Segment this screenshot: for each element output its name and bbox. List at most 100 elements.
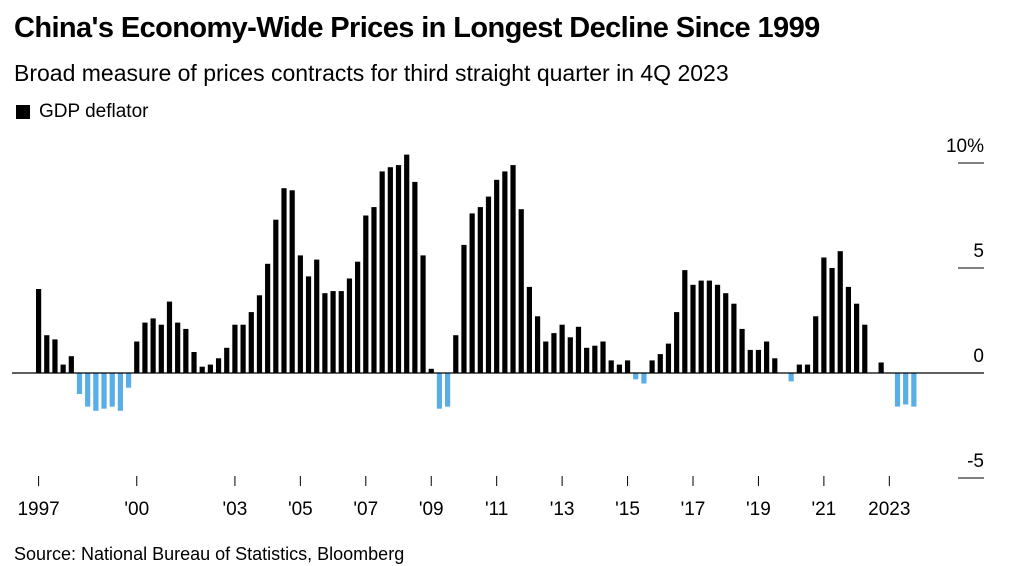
y-tick-label: 0 [973, 346, 984, 367]
bar [420, 255, 426, 373]
bar [297, 255, 303, 373]
bar [322, 293, 328, 373]
bar [878, 362, 884, 373]
bar-series [36, 154, 917, 411]
bar [125, 373, 132, 388]
bar [395, 165, 402, 373]
bar [453, 335, 459, 373]
bar [109, 373, 115, 407]
bar [584, 347, 590, 373]
bar [150, 318, 156, 373]
x-tick-label: '15 [615, 499, 640, 520]
bar [224, 347, 230, 373]
x-tick-label: '05 [288, 499, 313, 520]
bar [821, 257, 827, 373]
bar [404, 154, 410, 373]
bar [657, 354, 663, 373]
bar [436, 373, 443, 409]
x-tick-label: '09 [419, 499, 444, 520]
bar [829, 268, 835, 373]
legend-swatch [16, 105, 30, 119]
bar [142, 322, 148, 373]
bar [764, 341, 770, 373]
bar [804, 364, 811, 373]
x-tick-label: '07 [353, 499, 378, 520]
bar [338, 291, 344, 373]
bar [845, 286, 852, 373]
bar [60, 364, 66, 373]
bar [183, 328, 189, 373]
bar [273, 219, 279, 373]
bar [502, 171, 508, 373]
bar [85, 373, 91, 407]
bar [355, 261, 361, 373]
bar [52, 339, 58, 373]
bar [191, 352, 197, 373]
bar [158, 324, 164, 373]
bar [559, 324, 565, 373]
bar [314, 259, 320, 373]
bar [510, 165, 516, 373]
y-tick-label: 5 [973, 241, 984, 262]
bar [93, 373, 99, 411]
x-tick-label: 2023 [868, 499, 910, 520]
bar [837, 251, 843, 373]
bar [248, 312, 254, 373]
bar [134, 341, 140, 373]
bar [731, 303, 737, 373]
bar [346, 278, 353, 373]
bar [428, 368, 434, 373]
y-axis: 10% 5 0 -5 [946, 136, 984, 479]
bar [526, 286, 532, 373]
bar [117, 373, 123, 411]
bar [232, 324, 238, 373]
bar [772, 358, 778, 373]
bar [494, 179, 500, 373]
bar [796, 364, 802, 373]
legend: GDP deflator [16, 101, 148, 123]
bar [281, 188, 287, 373]
bar [101, 373, 107, 409]
bar [714, 284, 721, 373]
bar [633, 373, 639, 380]
bar [600, 341, 606, 373]
bar [215, 358, 222, 373]
bar [690, 284, 696, 373]
bar [68, 356, 74, 373]
bar [649, 360, 655, 373]
bar [36, 289, 42, 373]
bar [747, 349, 753, 373]
x-tick-label: '11 [485, 499, 508, 520]
bar [379, 171, 385, 373]
bar [616, 364, 622, 373]
bar [723, 293, 729, 373]
bar [330, 291, 336, 373]
bar [706, 280, 712, 373]
x-tick-label: 1997 [17, 499, 59, 520]
bar [575, 326, 582, 373]
bar [371, 207, 377, 373]
bar [289, 190, 295, 373]
bar [363, 215, 369, 373]
bar [518, 209, 524, 373]
legend-label: GDP deflator [39, 101, 149, 122]
bar [166, 301, 173, 373]
bar [305, 276, 312, 373]
bar [903, 373, 909, 405]
y-tick-label: 10% [946, 136, 984, 157]
x-tick-label: '19 [746, 499, 771, 520]
bar [412, 181, 418, 373]
source-note: Source: National Bureau of Statistics, B… [14, 544, 405, 564]
bar [76, 373, 83, 394]
bar [854, 303, 860, 373]
bar [813, 316, 819, 373]
bar [199, 366, 205, 373]
bar [477, 207, 483, 373]
x-tick-label: '17 [681, 499, 706, 520]
bar [265, 263, 271, 373]
bar [641, 373, 647, 384]
bar [534, 316, 541, 373]
bar [44, 335, 50, 373]
bar [674, 312, 680, 373]
bar [894, 373, 901, 407]
